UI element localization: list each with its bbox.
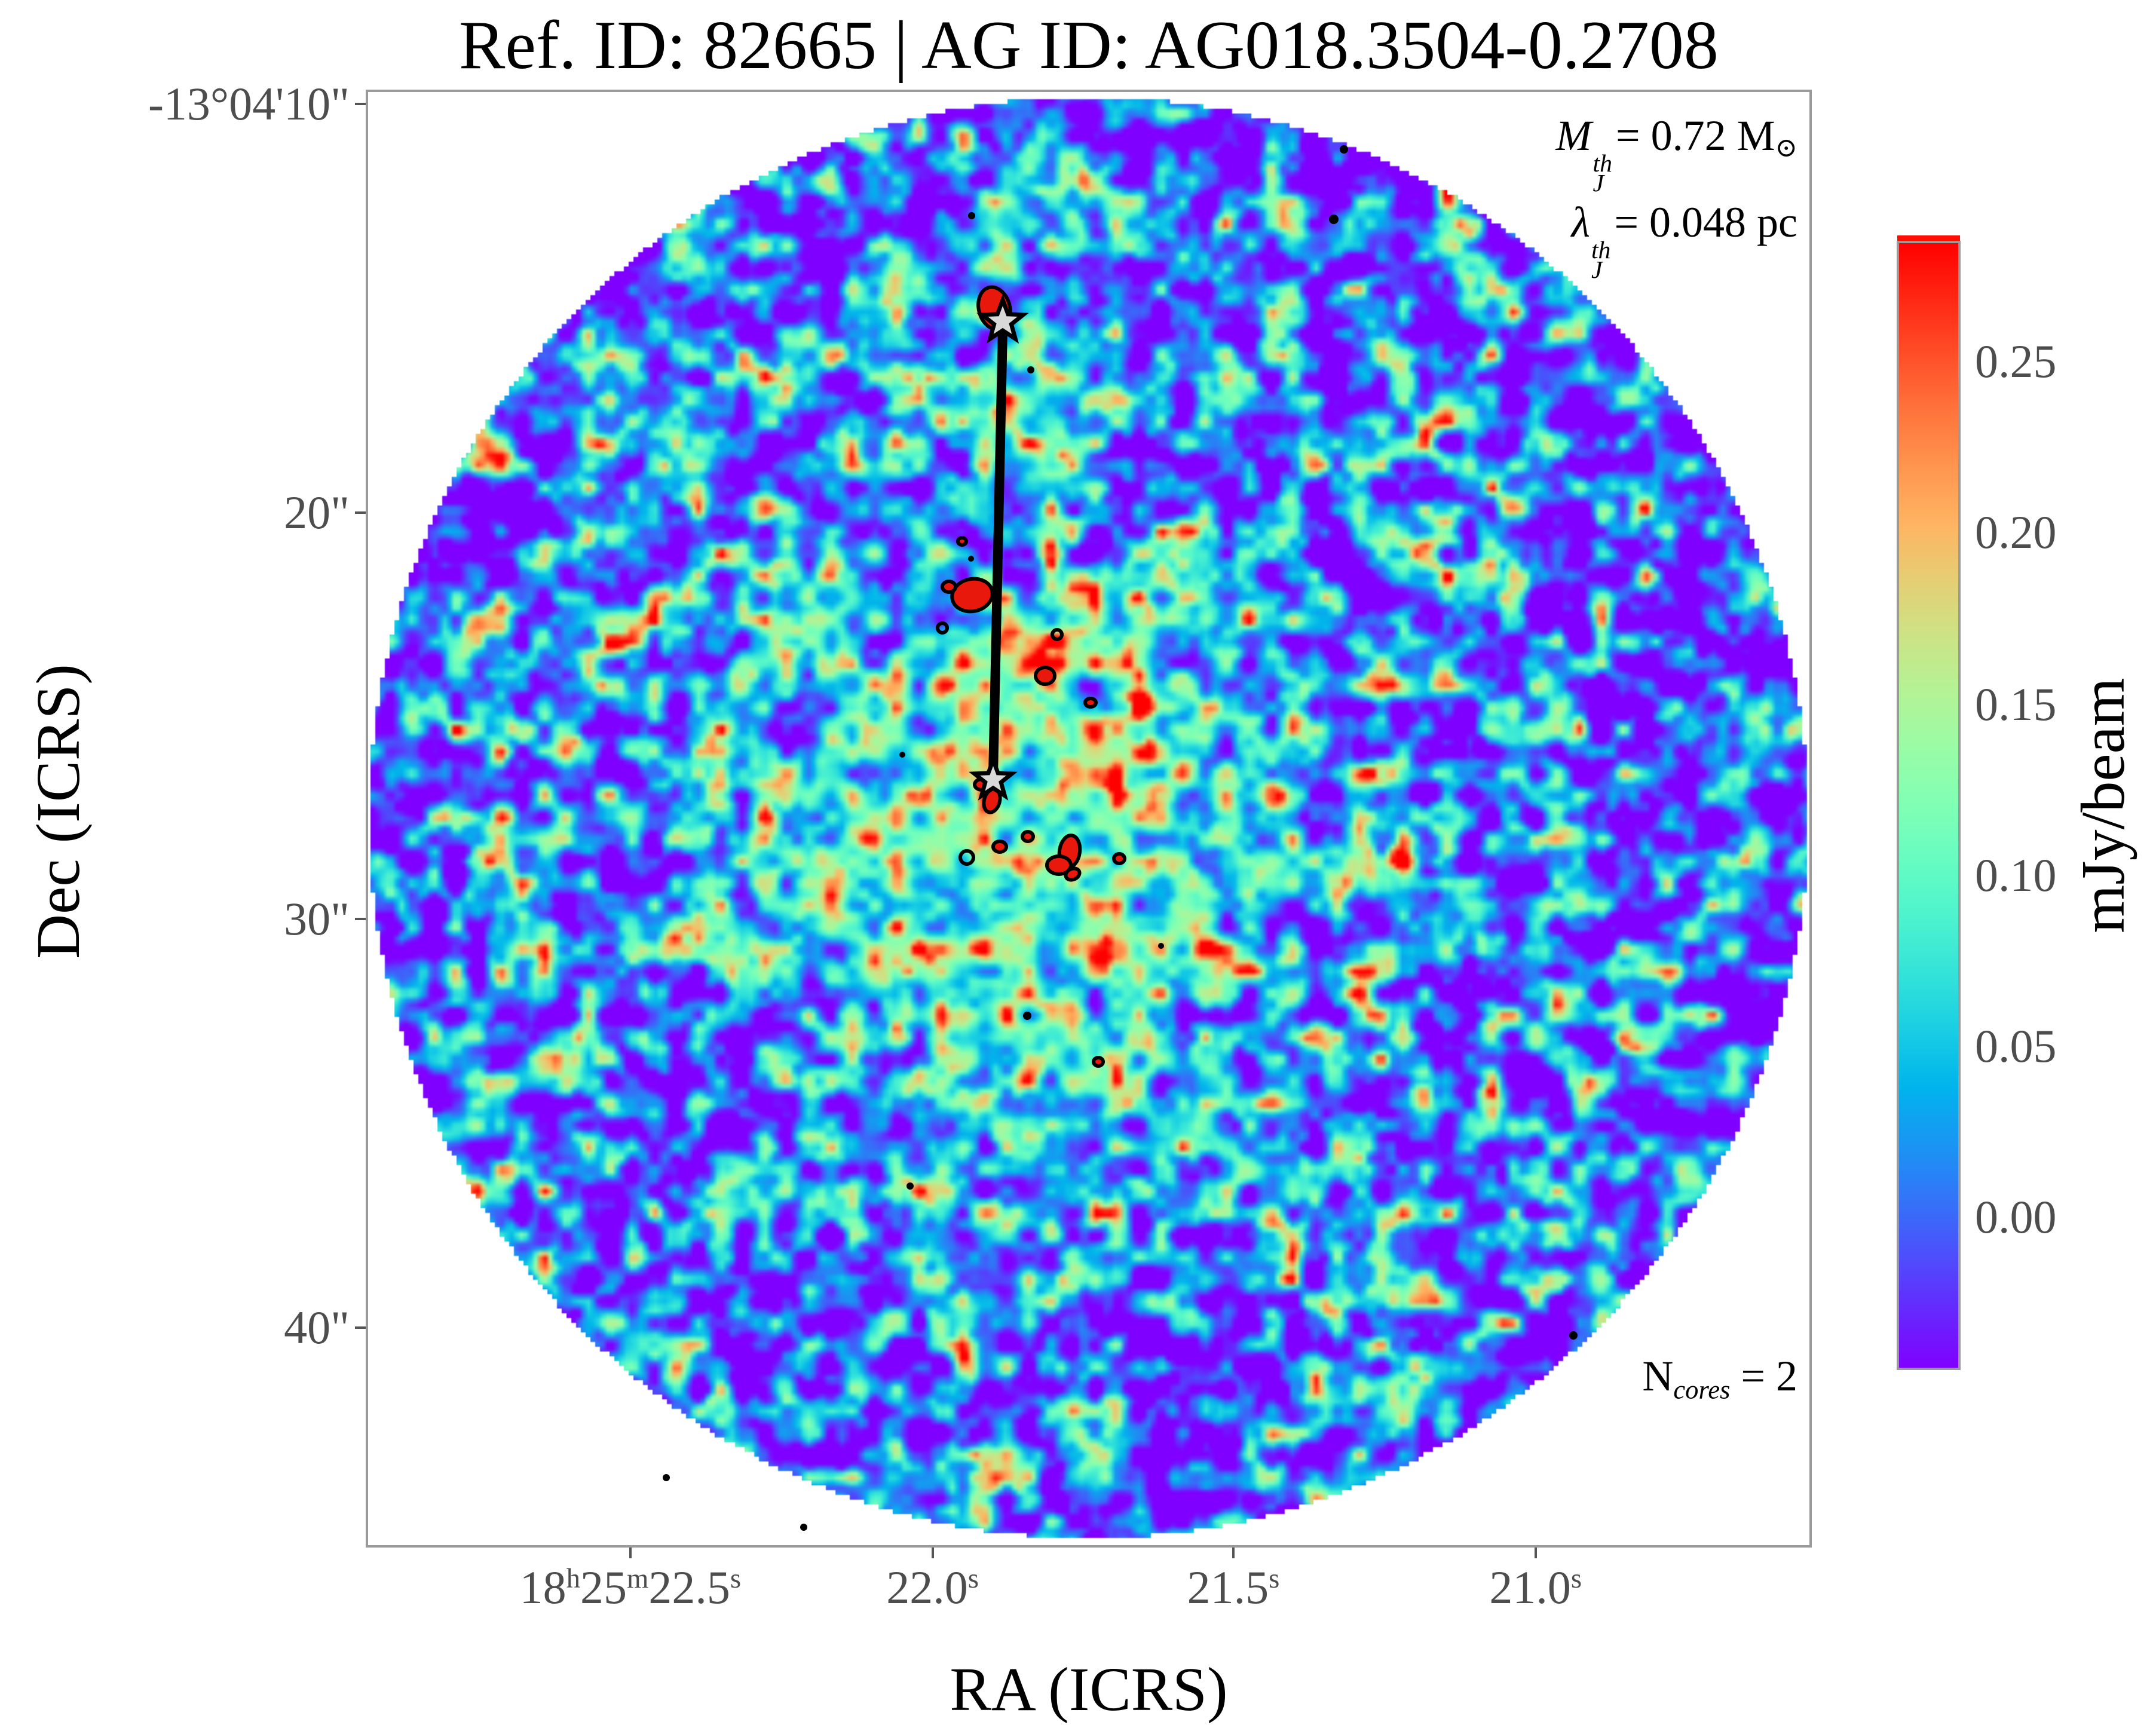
contour-blob <box>941 580 957 594</box>
colorbar-tick-label: 0.10 <box>1975 848 2057 901</box>
y-tick-label: -13°04'10" <box>148 78 350 130</box>
ncores-symbol: N <box>1642 1352 1674 1400</box>
colorbar-tick-label: 0.15 <box>1975 678 2057 730</box>
colorbar-over-cap <box>1897 235 1960 241</box>
contour-dot <box>899 752 905 758</box>
jeans-length-sup: th <box>1591 237 1611 265</box>
jeans-mass-value: = 0.72 M <box>1615 112 1775 160</box>
contour-dot <box>906 1182 914 1190</box>
y-tick-mark <box>355 1326 366 1329</box>
sun-symbol: ⊙ <box>1775 133 1797 163</box>
y-axis-label: Dec (ICRS) <box>23 543 94 1080</box>
x-axis-label: RA (ICRS) <box>366 1654 1812 1725</box>
core-separation-line <box>988 329 1007 776</box>
y-tick-label: 30" <box>284 893 350 945</box>
contour-dot <box>1023 1012 1031 1020</box>
colorbar-label-text: mJy/beam <box>2069 678 2137 933</box>
contour-blob <box>991 839 1008 854</box>
contour-dot <box>968 556 974 562</box>
y-tick-mark <box>355 511 366 514</box>
contour-blob <box>956 536 968 547</box>
ncores-annotation: Ncores = 2 <box>1642 1348 1797 1418</box>
y-tick-mark <box>355 918 366 921</box>
contour-blob <box>1112 852 1126 865</box>
contour-dot <box>968 212 975 219</box>
x-tick-mark <box>1232 1548 1235 1558</box>
jeans-mass-sup: th <box>1592 150 1612 177</box>
contour-blob <box>1083 697 1098 709</box>
x-tick-mark <box>931 1548 934 1558</box>
contour-blob <box>1045 854 1073 876</box>
x-tick-label: 21.0s <box>1489 1561 1582 1613</box>
ncores-value: = 2 <box>1730 1352 1797 1400</box>
x-tick-mark <box>629 1548 632 1558</box>
contour-blob <box>1064 866 1082 882</box>
colorbar <box>1897 241 1961 1370</box>
colorbar-label: mJy/beam <box>2068 537 2139 1074</box>
jeans-length-annotation: λ th J = 0.048 pc <box>1556 193 1797 284</box>
contour-dot <box>1569 1331 1578 1340</box>
colorbar-tick-label: 0.05 <box>1975 1019 2057 1072</box>
jeans-mass-sub: J <box>1592 169 1604 197</box>
contour-ring <box>958 849 975 866</box>
jeans-mass-symbol: M <box>1555 112 1592 160</box>
x-tick-label: 21.5s <box>1187 1561 1280 1613</box>
contour-ring <box>1051 628 1064 641</box>
x-axis-label-text: RA (ICRS) <box>950 1655 1228 1724</box>
jeans-length-sub: J <box>1591 256 1603 284</box>
colorbar-tick-label: 0.20 <box>1975 505 2057 558</box>
figure-title: Ref. ID: 82665 | AG ID: AG018.3504-0.270… <box>459 7 1719 84</box>
x-tick-mark <box>1534 1548 1537 1558</box>
y-axis-label-text: Dec (ICRS) <box>24 664 93 959</box>
y-tick-label: 20" <box>284 486 350 538</box>
contour-dot <box>1340 145 1348 154</box>
contour-blob <box>1092 1056 1105 1068</box>
contour-blob <box>1034 666 1056 686</box>
core-star-marker <box>976 294 1029 344</box>
map-overlay <box>663 145 1578 1531</box>
x-tick-label: 18h25m22.5s <box>519 1561 742 1613</box>
contour-ring <box>936 621 949 635</box>
colorbar-tick-label: 0.00 <box>1975 1190 2057 1243</box>
sky-map-canvas <box>366 90 1812 1548</box>
contour-dot <box>1158 943 1164 949</box>
contour-blob <box>950 577 994 614</box>
x-tick-label: 22.0s <box>886 1561 979 1613</box>
contour-dot <box>800 1524 807 1531</box>
contour-blob <box>1021 830 1035 843</box>
contour-dot <box>1027 366 1034 373</box>
y-tick-label: 40" <box>284 1301 350 1353</box>
jeans-length-symbol: λ <box>1571 198 1590 247</box>
jeans-length-value: = 0.048 pc <box>1614 198 1797 247</box>
contour-dot <box>1329 215 1339 224</box>
colorbar-tick-label: 0.25 <box>1975 335 2057 387</box>
y-tick-mark <box>355 103 366 106</box>
contour-dot <box>663 1474 670 1481</box>
core-star-marker <box>969 753 1018 801</box>
ncores-sub: cores <box>1673 1374 1731 1405</box>
